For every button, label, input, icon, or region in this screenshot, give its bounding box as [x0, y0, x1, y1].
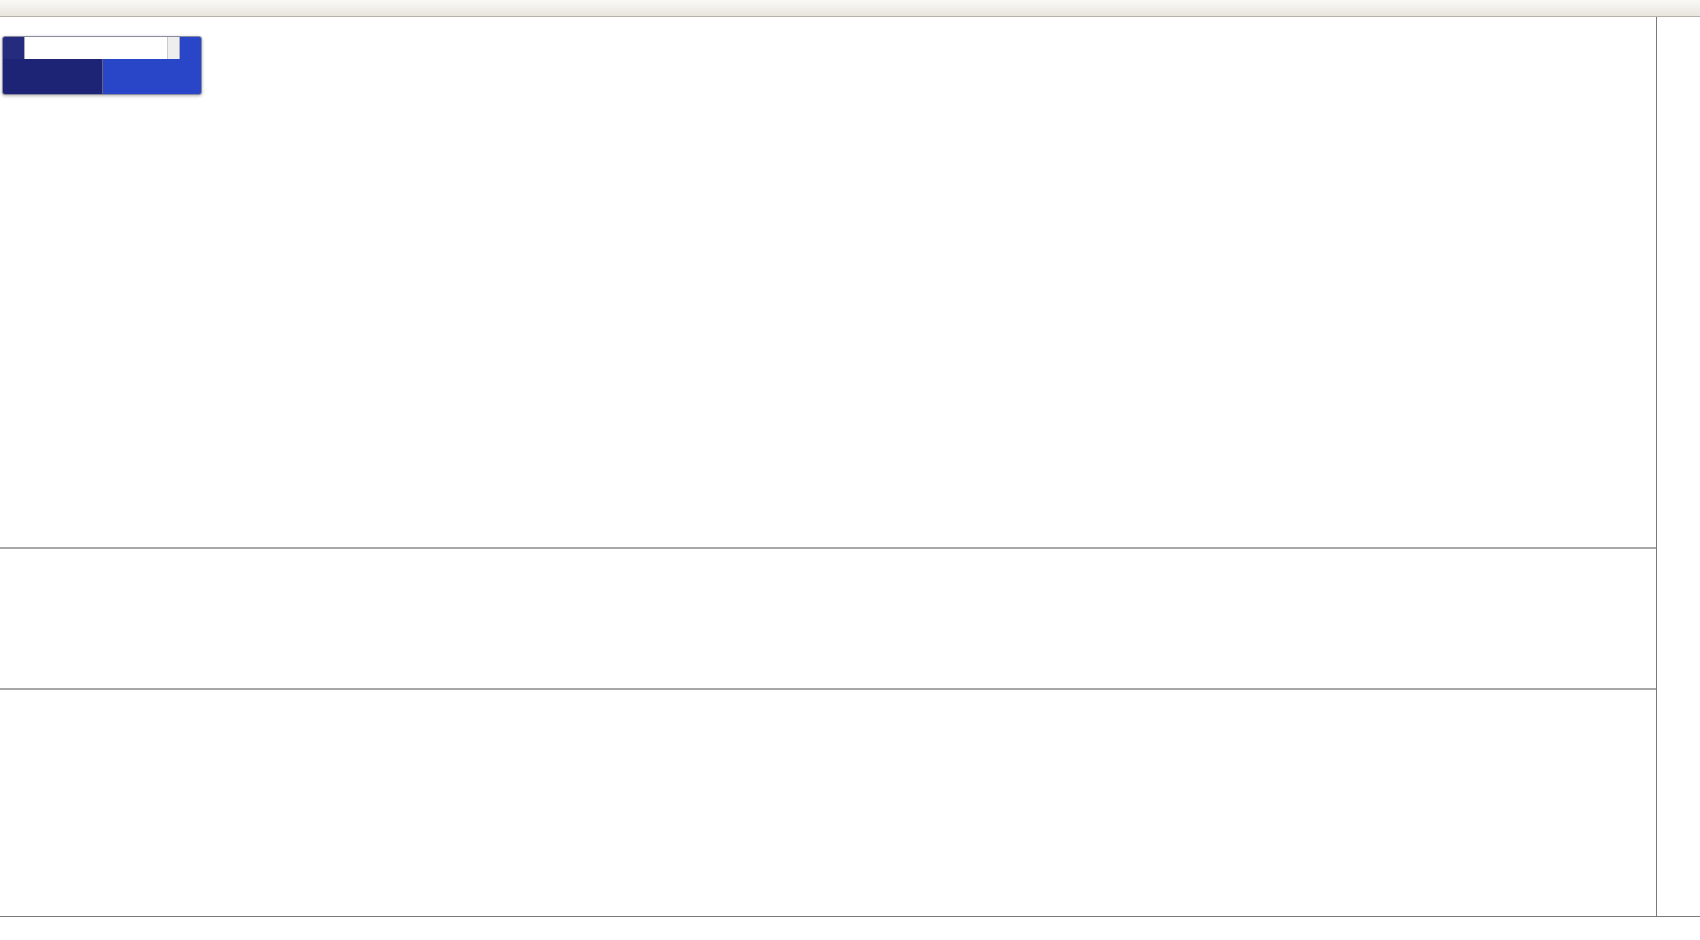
sell-price-button[interactable] — [3, 59, 103, 94]
rsi-panel-canvas[interactable] — [0, 690, 1657, 916]
volume-box — [24, 37, 180, 59]
volume-spinner — [167, 37, 179, 59]
panel-separator-macd[interactable] — [0, 547, 1700, 549]
sell-button[interactable] — [3, 37, 24, 59]
main-toolbar — [0, 0, 1700, 17]
macd-label — [5, 551, 15, 562]
volume-decrease-button[interactable] — [168, 48, 179, 59]
rsi-label — [5, 692, 10, 703]
macd-panel-canvas[interactable] — [0, 549, 1657, 688]
panel-separator-rsi[interactable] — [0, 688, 1700, 690]
time-axis[interactable] — [0, 916, 1700, 940]
volume-increase-button[interactable] — [168, 37, 179, 48]
main-chart-canvas[interactable] — [0, 17, 1657, 547]
price-scale[interactable] — [1656, 17, 1700, 916]
buy-button[interactable] — [180, 37, 201, 59]
one-click-trading-panel — [2, 36, 202, 95]
buy-price-button[interactable] — [102, 59, 201, 94]
volume-input[interactable] — [25, 37, 167, 59]
symbol-ohlc-line — [5, 21, 14, 33]
